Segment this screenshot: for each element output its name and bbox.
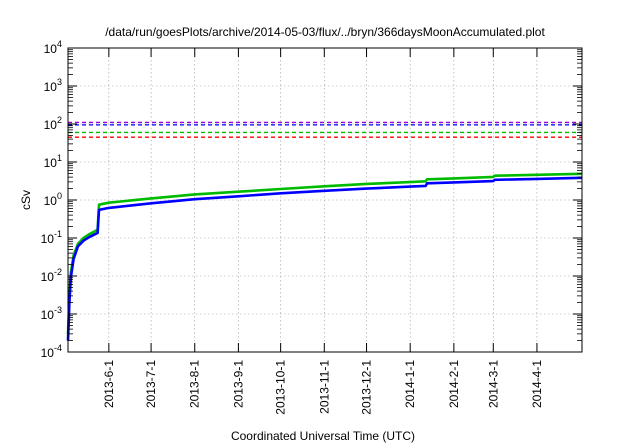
y-tick-label: 101 bbox=[44, 153, 62, 170]
y-tick-label: 104 bbox=[44, 39, 62, 56]
x-tick-label: 2014-2-1 bbox=[447, 360, 461, 408]
chart-title: /data/run/goesPlots/archive/2014-05-03/f… bbox=[105, 25, 545, 39]
y-tick-label: 102 bbox=[44, 115, 62, 132]
y-tick-exponent: -2 bbox=[54, 267, 62, 277]
y-tick-exponent: 0 bbox=[57, 191, 62, 201]
x-tick-label: 2014-1-1 bbox=[403, 360, 417, 408]
x-tick-label: 2013-8-1 bbox=[188, 360, 202, 408]
x-tick-label: 2014-4-1 bbox=[530, 360, 544, 408]
x-tick-label: 2013-7-1 bbox=[144, 360, 158, 408]
x-tick-labels: 2013-6-1 2013-7-1 2013-8-1 2013-9-1 2013-10-… bbox=[102, 360, 544, 415]
y-tick-label: 10-2 bbox=[41, 267, 62, 284]
y-tick-label: 100 bbox=[44, 191, 62, 208]
x-tick-label: 2013-9-1 bbox=[231, 360, 245, 408]
grid bbox=[68, 48, 582, 352]
y-tick-exponent: 1 bbox=[57, 153, 62, 163]
series-group bbox=[66, 172, 583, 341]
y-tick-exponent: -3 bbox=[54, 305, 62, 315]
x-axis-title: Coordinated Universal Time (UTC) bbox=[231, 429, 415, 443]
y-tick-exponent: 3 bbox=[57, 77, 62, 87]
y-axis-title: cSv bbox=[19, 190, 33, 210]
series-line bbox=[66, 176, 583, 341]
x-tick-label: 2014-3-1 bbox=[486, 360, 500, 408]
x-tick-label: 2013-6-1 bbox=[102, 360, 116, 408]
y-tick-exponent: 4 bbox=[57, 39, 62, 49]
x-tick-label: 2013-12-1 bbox=[360, 360, 374, 415]
axis-ticks bbox=[68, 47, 582, 353]
y-tick-exponent: 2 bbox=[57, 115, 62, 125]
x-tick-label: 2013-11-1 bbox=[317, 360, 331, 414]
y-tick-label: 103 bbox=[44, 77, 62, 94]
y-tick-exponent: -1 bbox=[54, 229, 62, 239]
reference-lines bbox=[68, 121, 582, 138]
y-tick-exponent: -4 bbox=[54, 343, 62, 353]
y-tick-label: 10-1 bbox=[41, 229, 62, 246]
x-tick-label: 2013-10-1 bbox=[274, 360, 288, 415]
y-tick-label: 10-4 bbox=[41, 343, 62, 360]
y-tick-label: 10-3 bbox=[41, 305, 62, 322]
series-line bbox=[66, 172, 583, 334]
